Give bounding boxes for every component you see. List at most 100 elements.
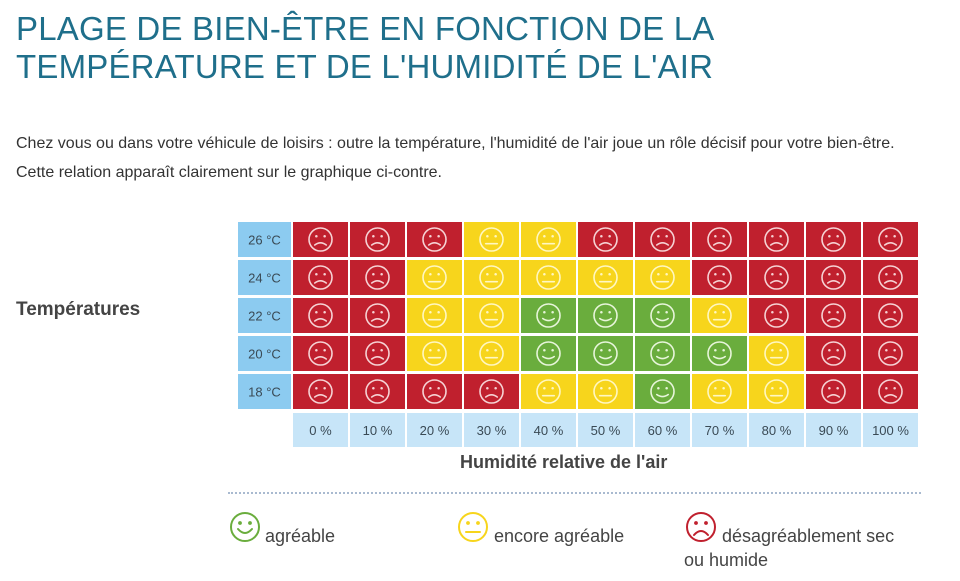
humidity-tick-label: 30 % [477, 423, 507, 438]
smiley-encore-agreable-icon [536, 265, 561, 290]
temperature-tick-label: 24 °C [248, 271, 281, 286]
heatmap-cell [635, 222, 690, 257]
humidity-tick-label: 80 % [762, 423, 792, 438]
heatmap-cell [350, 298, 405, 333]
smiley-desagreable-icon [365, 341, 390, 366]
temperature-cell [238, 298, 291, 333]
smiley-encore-agreable-icon [479, 265, 504, 290]
humidity-tick-label: 60 % [648, 423, 678, 438]
page-title: PLAGE DE BIEN-ÊTRE EN FONCTION DE LA TEM… [16, 10, 715, 85]
humidity-cell [692, 413, 747, 447]
temperature-tick-label: 20 °C [248, 347, 281, 362]
heatmap-cell [749, 298, 804, 333]
smiley-desagreable-icon [707, 265, 732, 290]
smiley-desagreable-icon [308, 379, 333, 404]
heatmap-cell [407, 260, 462, 295]
humidity-cell [863, 413, 918, 447]
temperature-cell [238, 336, 291, 371]
intro-text: Chez vous ou dans votre véhicule de lois… [16, 135, 895, 181]
heatmap-cell [521, 260, 576, 295]
legend-item-encore-agreable: encore agréable [456, 510, 656, 550]
temperature-tick-label: 18 °C [248, 385, 281, 400]
smiley-happy-icon [230, 512, 260, 542]
temperature-tick-label: 26 °C [248, 233, 281, 248]
heatmap-cell [806, 298, 861, 333]
humidity-cell [521, 413, 576, 447]
smiley-desagreable-icon [308, 341, 333, 366]
heatmap-cell [464, 222, 519, 257]
y-axis-label: Températures [16, 299, 141, 320]
smiley-encore-agreable-icon [707, 379, 732, 404]
heatmap-cell [407, 374, 462, 409]
smiley-desagreable-icon [365, 379, 390, 404]
heatmap-cell [749, 222, 804, 257]
x-axis-label: Humidité relative de l'air [460, 452, 668, 472]
smiley-encore-agreable-icon [593, 265, 618, 290]
smiley-encore-agreable-icon [764, 341, 789, 366]
smiley-desagreable-icon [764, 265, 789, 290]
smiley-desagreable-icon [365, 227, 390, 252]
smiley-desagreable-icon [479, 379, 504, 404]
temperature-cell [238, 374, 291, 409]
temperature-cell [238, 222, 291, 257]
smiley-desagreable-icon [821, 265, 846, 290]
humidity-tick-label: 70 % [705, 423, 735, 438]
smiley-encore-agreable-icon [422, 265, 447, 290]
heatmap-cell [578, 336, 633, 371]
smiley-desagreable-icon [878, 303, 903, 328]
heatmap-cell [293, 298, 348, 333]
smiley-desagreable-icon [821, 379, 846, 404]
smiley-encore-agreable-icon [593, 379, 618, 404]
humidity-cell [635, 413, 690, 447]
heatmap-cell [863, 374, 918, 409]
heatmap-cell [806, 336, 861, 371]
smiley-desagreable-icon [878, 379, 903, 404]
smiley-sad-icon [686, 512, 716, 542]
smiley-desagreable-icon [308, 265, 333, 290]
smiley-encore-agreable-icon [479, 341, 504, 366]
smiley-desagreable-icon [422, 379, 447, 404]
heatmap-cell [407, 336, 462, 371]
heatmap-cell [464, 260, 519, 295]
heatmap-cell [806, 374, 861, 409]
legend-label-agreable: agréable [265, 526, 336, 546]
smiley-desagreable-icon [707, 227, 732, 252]
smiley-agreable-icon [650, 341, 675, 366]
humidity-tick-label: 0 % [309, 423, 332, 438]
smiley-encore-agreable-icon [422, 303, 447, 328]
legend-item-desagreable: désagréablement sec ou humide [684, 510, 924, 576]
smiley-desagreable-icon [821, 303, 846, 328]
heatmap-cell [521, 298, 576, 333]
heatmap-cell [635, 374, 690, 409]
humidity-cell [464, 413, 519, 447]
smiley-encore-agreable-icon [764, 379, 789, 404]
smiley-agreable-icon [593, 341, 618, 366]
smiley-desagreable-icon [878, 227, 903, 252]
humidity-cell [806, 413, 861, 447]
heatmap-cell [635, 336, 690, 371]
heatmap-cell [749, 336, 804, 371]
smiley-agreable-icon [707, 341, 732, 366]
heatmap-cell [521, 374, 576, 409]
humidity-tick-label: 90 % [819, 423, 849, 438]
heatmap-cell [578, 298, 633, 333]
heatmap-cell [293, 222, 348, 257]
smiley-encore-agreable-icon [536, 227, 561, 252]
heatmap-cell [635, 260, 690, 295]
smiley-desagreable-icon [308, 303, 333, 328]
heatmap-cell [692, 222, 747, 257]
humidity-tick-label: 20 % [420, 423, 450, 438]
smiley-agreable-icon [650, 303, 675, 328]
heatmap-cell [407, 222, 462, 257]
smiley-agreable-icon [536, 303, 561, 328]
humidity-tick-label: 10 % [363, 423, 393, 438]
smiley-desagreable-icon [365, 303, 390, 328]
heatmap-cell [350, 336, 405, 371]
heatmap-cell [692, 298, 747, 333]
smiley-desagreable-icon [764, 227, 789, 252]
smiley-desagreable-icon [878, 265, 903, 290]
heatmap-cell [464, 336, 519, 371]
humidity-tick-label: 50 % [591, 423, 621, 438]
heatmap-cell [692, 374, 747, 409]
